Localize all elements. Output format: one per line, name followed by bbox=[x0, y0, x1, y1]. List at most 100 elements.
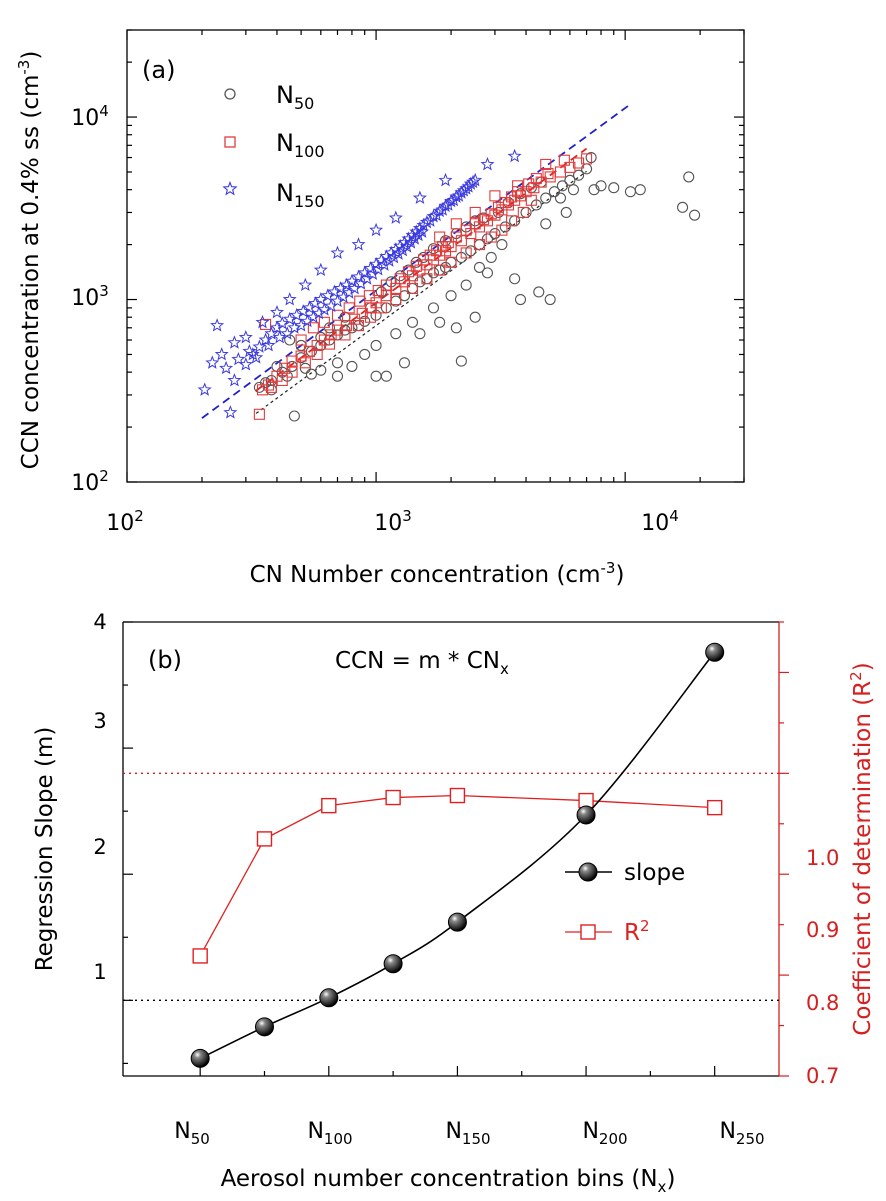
left-tick-label-4: 4 bbox=[93, 610, 106, 634]
fit-line-series-0 bbox=[255, 170, 587, 414]
legend-marker-circle bbox=[224, 88, 236, 100]
point-circle bbox=[370, 370, 382, 382]
point-square bbox=[434, 231, 446, 243]
point-star bbox=[363, 261, 378, 275]
point-star bbox=[312, 305, 326, 320]
point-star bbox=[382, 253, 397, 267]
point-circle bbox=[520, 206, 532, 219]
point-star bbox=[387, 250, 401, 264]
point-square bbox=[489, 190, 501, 202]
point-square bbox=[460, 224, 472, 236]
panel-a-points bbox=[197, 148, 701, 422]
point-circle bbox=[481, 267, 494, 279]
series-r2 bbox=[192, 787, 723, 964]
legend-label-n50: N50 bbox=[276, 81, 314, 113]
slope-line bbox=[199, 651, 716, 1060]
point-square bbox=[558, 154, 570, 166]
legend-item-n100: N100 bbox=[224, 129, 325, 161]
point-square bbox=[469, 206, 481, 219]
point-circle bbox=[473, 261, 485, 273]
point-circle bbox=[540, 192, 552, 204]
point-circle bbox=[450, 322, 462, 334]
point-star bbox=[214, 347, 229, 361]
point-circle bbox=[567, 184, 579, 196]
point-square bbox=[265, 381, 277, 393]
point-circle bbox=[380, 370, 392, 382]
point-circle bbox=[414, 328, 426, 340]
point-square bbox=[260, 318, 272, 331]
point-star bbox=[446, 192, 461, 207]
point-square bbox=[450, 218, 462, 230]
left-tick-label-1: 1 bbox=[93, 960, 106, 984]
panel-a-ticks bbox=[126, 29, 745, 483]
point-circle bbox=[677, 201, 689, 213]
point-circle bbox=[455, 355, 467, 367]
slope-marker bbox=[319, 988, 339, 1008]
point-circle bbox=[573, 169, 585, 181]
point-star bbox=[223, 405, 238, 419]
panel-a-scatter: (a) N50 N100 N150 102 103 104 102 103 10… bbox=[15, 29, 745, 588]
point-star bbox=[395, 243, 410, 257]
point-circle bbox=[305, 368, 317, 380]
point-circle bbox=[595, 180, 607, 192]
panel-b-legend: slope R2 bbox=[565, 860, 685, 946]
point-star bbox=[197, 382, 212, 396]
point-star bbox=[219, 360, 234, 375]
point-circle bbox=[624, 186, 636, 198]
x-tick-label-n150: N150 bbox=[445, 1119, 490, 1148]
point-square bbox=[434, 249, 446, 261]
point-circle bbox=[481, 233, 494, 245]
x-tick-label-n100: N100 bbox=[307, 1119, 352, 1148]
point-circle bbox=[683, 171, 695, 183]
panel-a-x-axis-label: CN Number concentration (cm-3) bbox=[250, 559, 625, 588]
point-circle bbox=[414, 276, 426, 288]
point-circle bbox=[514, 293, 527, 306]
point-square bbox=[469, 218, 481, 230]
point-star bbox=[347, 281, 362, 295]
point-star bbox=[336, 289, 351, 304]
legend-label-n150: N150 bbox=[276, 179, 325, 211]
legend-r2-label: R2 bbox=[624, 917, 650, 946]
right-tick-label-0.9: 0.9 bbox=[806, 918, 839, 942]
point-circle bbox=[556, 180, 568, 192]
x-tick-label-1e4: 104 bbox=[641, 507, 679, 536]
point-star bbox=[377, 257, 392, 271]
point-circle bbox=[434, 316, 446, 328]
panel-b-right-axis-label: Coefficient of determination (R2) bbox=[847, 662, 876, 1035]
x-tick-label-n250: N250 bbox=[719, 1119, 764, 1148]
legend-item-slope: slope bbox=[565, 860, 685, 886]
point-circle bbox=[499, 221, 511, 233]
left-tick-label-2: 2 bbox=[93, 835, 106, 859]
point-star bbox=[282, 292, 297, 306]
point-star bbox=[302, 300, 317, 314]
x-tick-label-1e2: 102 bbox=[106, 507, 144, 536]
point-star bbox=[411, 227, 426, 242]
right-tick-label-1.0: 1.0 bbox=[806, 846, 839, 870]
point-star bbox=[371, 262, 386, 276]
point-star bbox=[438, 172, 453, 187]
point-star bbox=[298, 277, 313, 292]
point-star bbox=[324, 298, 339, 313]
point-star bbox=[344, 273, 359, 288]
r2-marker bbox=[449, 787, 466, 804]
panel-b-label: (b) bbox=[148, 646, 182, 674]
point-square bbox=[477, 213, 490, 225]
legend-r2-marker bbox=[580, 924, 596, 940]
point-square bbox=[442, 237, 454, 249]
point-star bbox=[480, 157, 495, 171]
point-star bbox=[388, 210, 403, 224]
legend-item-n50: N50 bbox=[224, 81, 314, 113]
point-square bbox=[331, 309, 344, 321]
point-circle bbox=[469, 311, 481, 323]
x-tick-label-n200: N200 bbox=[582, 1119, 627, 1148]
point-square bbox=[340, 320, 352, 332]
slope-marker bbox=[190, 1048, 210, 1068]
point-square bbox=[542, 168, 554, 180]
point-square bbox=[364, 311, 377, 323]
point-star bbox=[403, 235, 418, 249]
point-circle bbox=[548, 186, 560, 198]
point-circle bbox=[460, 279, 472, 291]
panel-b-line: (b) CCN = m * CNx slope R2 1 2 3 4 0.7 0… bbox=[32, 610, 876, 1196]
series-slope bbox=[190, 642, 725, 1068]
y-tick-label-1e4: 104 bbox=[71, 102, 109, 131]
